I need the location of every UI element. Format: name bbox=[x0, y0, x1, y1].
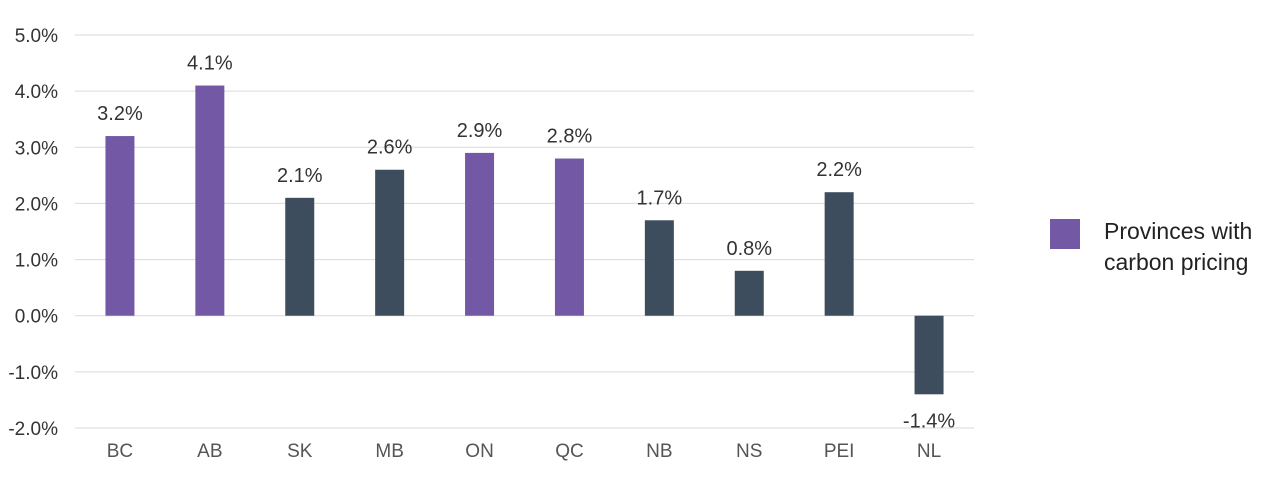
data-label: 3.2% bbox=[97, 103, 143, 125]
x-category-label: SK bbox=[287, 441, 313, 462]
y-tick-label: 0.0% bbox=[15, 307, 58, 328]
legend-label: Provinces with carbon pricing bbox=[1104, 218, 1253, 275]
bar-bc bbox=[105, 136, 135, 316]
data-label: 2.8% bbox=[547, 126, 593, 148]
bars bbox=[105, 85, 944, 395]
y-tick-label: 3.0% bbox=[15, 138, 58, 159]
y-tick-label: -2.0% bbox=[8, 419, 58, 440]
y-axis-ticks: 5.0% 4.0% 3.0% 2.0% 1.0% 0.0% -1.0% -2.0% bbox=[8, 26, 58, 440]
bar-sk bbox=[285, 197, 315, 316]
x-axis-categories: BC AB SK MB ON QC NB NS PEI NL bbox=[107, 441, 941, 462]
x-category-label: MB bbox=[375, 441, 404, 462]
y-tick-label: -1.0% bbox=[8, 363, 58, 384]
bar-ns bbox=[734, 270, 764, 316]
bar-qc bbox=[554, 158, 584, 316]
x-category-label: ON bbox=[465, 441, 494, 462]
legend: Provinces with carbon pricing bbox=[1050, 216, 1274, 278]
data-label: 2.9% bbox=[457, 120, 503, 142]
gridlines bbox=[75, 34, 974, 429]
y-tick-label: 1.0% bbox=[15, 251, 58, 272]
data-labels: 3.2% 4.1% 2.1% 2.6% 2.9% 2.8% 1.7% 0.8% 2.2% -1.4… bbox=[97, 53, 955, 433]
data-label: 2.2% bbox=[816, 159, 862, 181]
data-label: -1.4% bbox=[903, 410, 955, 432]
x-category-label: AB bbox=[197, 441, 222, 462]
y-tick-label: 2.0% bbox=[15, 194, 58, 215]
bar-chart: 5.0% 4.0% 3.0% 2.0% 1.0% 0.0% -1.0% -2.0% 3.2% 4… bbox=[8, 26, 974, 462]
x-category-label: BC bbox=[107, 441, 133, 462]
bar-nl bbox=[914, 315, 944, 395]
data-label: 4.1% bbox=[187, 53, 233, 75]
data-label: 0.8% bbox=[726, 238, 772, 260]
x-category-label: PEI bbox=[824, 441, 855, 462]
y-tick-label: 5.0% bbox=[15, 26, 58, 47]
x-category-label: NB bbox=[646, 441, 672, 462]
bar-ab bbox=[195, 85, 225, 316]
data-label: 2.6% bbox=[367, 137, 413, 159]
x-category-label: NL bbox=[917, 441, 941, 462]
bar-pei bbox=[824, 192, 854, 316]
data-label: 2.1% bbox=[277, 165, 323, 187]
bar-nb bbox=[644, 220, 674, 316]
bar-on bbox=[465, 152, 495, 316]
data-label: 1.7% bbox=[637, 187, 683, 209]
x-category-label: QC bbox=[555, 441, 584, 462]
legend-swatch-carbon-pricing bbox=[1050, 219, 1080, 249]
x-category-label: NS bbox=[736, 441, 762, 462]
y-tick-label: 4.0% bbox=[15, 82, 58, 103]
bar-mb bbox=[375, 169, 405, 316]
